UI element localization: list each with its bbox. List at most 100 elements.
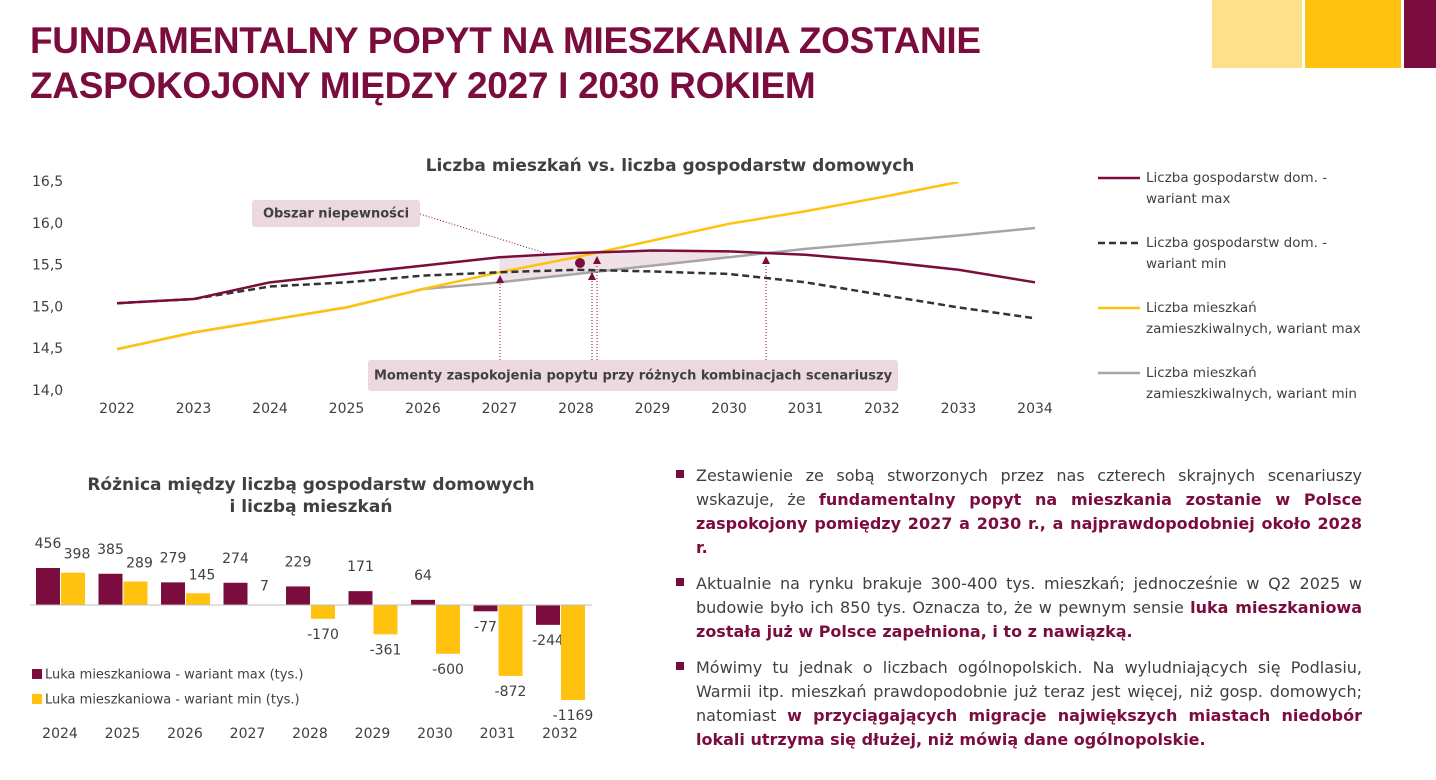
legend-item: Liczba gospodarstw dom. - wariant min: [1098, 233, 1378, 298]
bar: [311, 605, 335, 619]
legend-swatch: [1098, 371, 1140, 375]
data-label: -872: [495, 684, 527, 700]
title-line: FUNDAMENTALNY POPYT NA MIESZKANIA ZOSTAN…: [30, 20, 981, 61]
legend-item: Liczba mieszkań zamieszkiwalnych, warian…: [1098, 363, 1378, 428]
x-tick-label: 2024: [42, 726, 78, 742]
line-chart: Liczba mieszkań vs. liczba gospodarstw d…: [32, 156, 1053, 417]
data-label: -600: [432, 662, 464, 678]
x-tick-label: 2028: [558, 401, 594, 417]
decor-block: [1404, 0, 1436, 68]
x-tick-label: 2031: [788, 401, 824, 417]
series-line: [116, 268, 1036, 320]
x-tick-label: 2025: [105, 726, 141, 742]
data-label: 456: [35, 536, 62, 552]
data-label: 289: [126, 556, 153, 572]
chart-title: Różnica między liczbą gospodarstw domowy…: [87, 475, 534, 495]
data-label: 229: [285, 554, 312, 570]
uncertainty-area: [499, 250, 729, 283]
data-label: 398: [64, 547, 91, 563]
x-tick-label: 2030: [417, 726, 453, 742]
legend-swatch: [1098, 241, 1140, 245]
data-label: -244: [532, 633, 564, 649]
arrow-head: [593, 256, 601, 264]
data-label: -77: [474, 619, 497, 635]
line-legend: Liczba gospodarstw dom. - wariant max Lic…: [1098, 168, 1378, 428]
title-line: ZASPOKOJONY MIĘDZY 2027 I 2030 ROKIEM: [30, 65, 816, 106]
x-tick-label: 2026: [167, 726, 203, 742]
x-tick-label: 2022: [99, 401, 135, 417]
data-label: -361: [370, 642, 402, 658]
x-tick-label: 2029: [355, 726, 391, 742]
x-tick-label: 2028: [292, 726, 328, 742]
data-label: 171: [347, 559, 374, 575]
bar: [561, 605, 585, 700]
y-tick-label: 14,0: [32, 383, 63, 399]
bullet-text: fundamentalny popyt na mieszkania zostan…: [696, 490, 1362, 557]
bullet-text: luka mieszkaniowa została już w Polsce z…: [696, 598, 1363, 641]
x-tick-label: 2032: [542, 726, 578, 742]
bar: [123, 581, 148, 606]
x-tick-label: 2031: [480, 726, 516, 742]
y-tick-label: 16,0: [32, 216, 63, 232]
data-label: 64: [414, 568, 432, 584]
bar: [411, 599, 435, 606]
x-tick-label: 2026: [405, 401, 441, 417]
annotation-box: [368, 360, 898, 391]
bullet-marker: [676, 470, 684, 478]
bar: [186, 593, 210, 606]
bar: [373, 605, 398, 635]
y-tick-label: 15,5: [32, 258, 63, 274]
bar: [436, 605, 460, 654]
bar: [286, 586, 310, 606]
bullet-marker: [676, 662, 684, 670]
bullet-text: Mówimy tu jednak o liczbach ogólnopolski…: [696, 658, 1362, 725]
annotation-leader: [419, 213, 549, 255]
x-tick-label: 2029: [635, 401, 671, 417]
bar: [98, 573, 123, 606]
decor-block: [1212, 0, 1302, 68]
bullet-text: Aktualnie na rynku brakuje 300-400 tys. …: [696, 574, 1362, 617]
legend-swatch: [1098, 176, 1140, 180]
bar: [161, 582, 185, 606]
bullet: Zestawienie ze sobą stworzonych przez na…: [676, 464, 1362, 560]
x-tick-label: 2034: [1017, 401, 1053, 417]
bar: [498, 605, 523, 676]
chart-title: i liczbą mieszkań: [230, 497, 393, 517]
marker-dot: [575, 258, 585, 268]
bullet: Aktualnie na rynku brakuje 300-400 tys. …: [676, 572, 1362, 644]
bullet: Mówimy tu jednak o liczbach ogólnopolski…: [676, 656, 1362, 752]
data-label: 145: [189, 567, 216, 583]
legend-item: Liczba mieszkań zamieszkiwalnych, warian…: [1098, 298, 1378, 363]
legend-label: Liczba gospodarstw dom. - wariant min: [1146, 235, 1328, 272]
y-tick-label: 14,5: [32, 341, 63, 357]
bar: [536, 605, 560, 625]
annotation: Momenty zaspokojenia popytu przy różnych…: [374, 369, 893, 384]
legend-label: Liczba mieszkań zamieszkiwalnych, warian…: [1146, 300, 1361, 337]
bullet-marker: [676, 578, 684, 586]
arrow-head: [588, 272, 596, 280]
y-tick-label: 16,5: [32, 174, 63, 190]
legend-swatch: [32, 694, 42, 704]
x-tick-label: 2023: [176, 401, 212, 417]
arrow-head: [762, 256, 770, 264]
series-line: [116, 182, 959, 351]
legend-label: Luka mieszkaniowa - wariant min (tys.): [45, 693, 300, 708]
bullet-text: Zestawienie ze sobą stworzonych przez na…: [696, 466, 1362, 509]
series-line: [116, 249, 1036, 305]
x-tick-label: 2027: [230, 726, 266, 742]
data-label: 279: [160, 550, 187, 566]
x-tick-label: 2032: [864, 401, 900, 417]
bar: [348, 591, 373, 606]
data-label: -170: [307, 627, 339, 643]
bar: [223, 582, 248, 606]
chart-title: Liczba mieszkań vs. liczba gospodarstw d…: [426, 156, 915, 176]
bar: [473, 605, 498, 612]
y-tick-label: 15,0: [32, 299, 63, 315]
annotation: Obszar niepewności: [263, 207, 409, 222]
bar: [36, 568, 60, 606]
data-label: 274: [222, 551, 249, 567]
data-label: 7: [260, 578, 269, 594]
legend-swatch: [1098, 306, 1140, 310]
